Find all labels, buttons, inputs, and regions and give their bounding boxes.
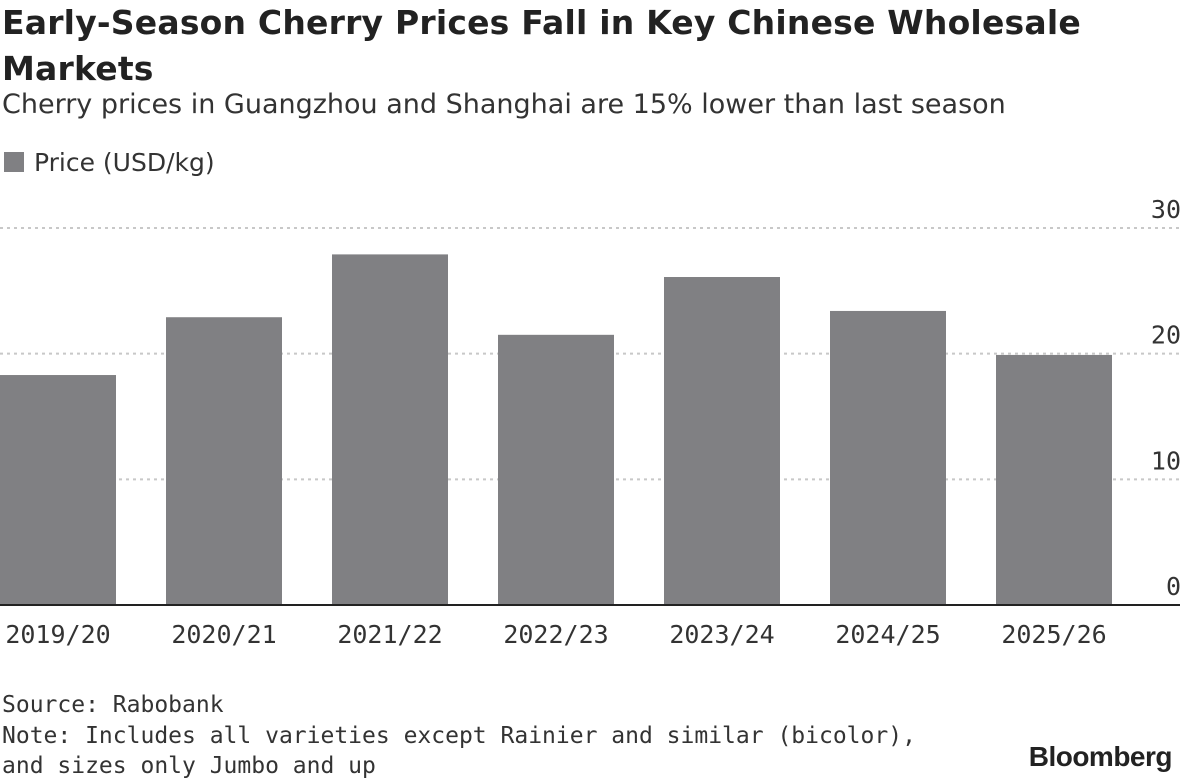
bar-chart: 0 10 20 30 2019/20 2020/21 2021/22 2022/23 2023/… xyxy=(0,195,1181,649)
footnote: Note: Includes all varieties except Rain… xyxy=(2,723,916,779)
bar xyxy=(0,375,116,605)
bloomberg-logo: Bloomberg xyxy=(1028,741,1173,772)
y-tick-label: 20 xyxy=(1151,321,1181,350)
bar xyxy=(498,334,614,605)
legend-swatch xyxy=(4,152,24,172)
bar xyxy=(166,317,282,605)
x-tick-label: 2022/23 xyxy=(503,620,608,649)
legend: Price (USD/kg) xyxy=(4,144,215,180)
y-tick-label: 30 xyxy=(1151,195,1181,224)
bar xyxy=(996,354,1112,605)
x-tick-label: 2023/24 xyxy=(669,620,774,649)
chart-subtitle: Cherry prices in Guangzhou and Shanghai … xyxy=(2,89,1006,120)
x-tick-label: 2020/21 xyxy=(171,620,276,649)
bar xyxy=(830,310,946,605)
x-tick-label: 2021/22 xyxy=(337,620,442,649)
y-tick-label: 10 xyxy=(1151,446,1181,475)
legend-label: Price (USD/kg) xyxy=(34,147,215,177)
y-tick-label: 0 xyxy=(1166,572,1181,601)
bar xyxy=(664,277,780,605)
chart-title: Early-Season Cherry Prices Fall in Key C… xyxy=(2,3,1081,88)
source-note: Source: Rabobank xyxy=(2,692,224,718)
x-tick-label: 2019/20 xyxy=(5,620,110,649)
x-tick-label: 2024/25 xyxy=(835,620,940,649)
bar xyxy=(332,254,448,605)
x-tick-label: 2025/26 xyxy=(1001,620,1106,649)
